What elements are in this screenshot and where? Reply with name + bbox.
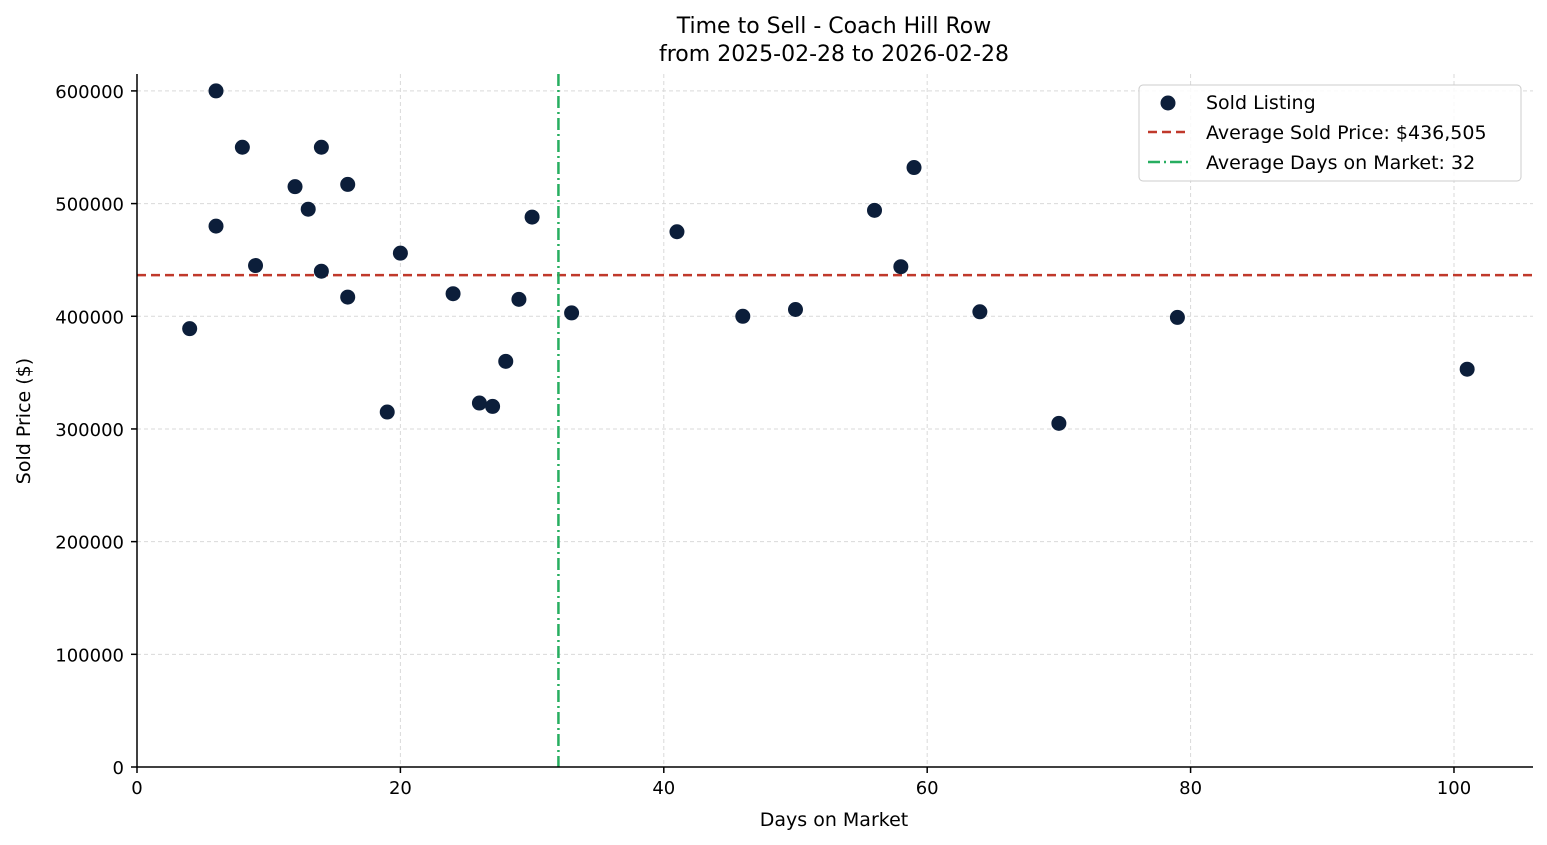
legend-label-average-price: Average Sold Price: $436,505: [1206, 122, 1487, 144]
x-tick-label: 0: [131, 778, 142, 799]
data-point: [208, 218, 224, 234]
axes: 0 20 40 60 80 100 0 100000 200000 300000 400000 500…: [55, 74, 1533, 799]
x-tick-label: 60: [916, 778, 939, 799]
data-point: [234, 139, 250, 155]
data-point: [511, 291, 527, 307]
data-point: [208, 83, 224, 99]
x-tick-label: 80: [1179, 778, 1202, 799]
data-point: [182, 321, 198, 337]
data-point: [471, 395, 487, 411]
data-point: [1169, 309, 1185, 325]
data-point: [669, 224, 685, 240]
y-tick-label: 200000: [55, 533, 124, 554]
data-point: [313, 139, 329, 155]
y-tick-label: 100000: [55, 645, 124, 666]
data-point: [498, 353, 514, 369]
data-point: [313, 263, 329, 279]
legend: Sold Listing Average Sold Price: $436,50…: [1138, 84, 1522, 182]
x-tick-label: 40: [652, 778, 675, 799]
data-point: [392, 245, 408, 261]
data-points: [182, 83, 1475, 431]
reference-lines: [137, 74, 1533, 767]
data-point: [1459, 361, 1475, 377]
data-point: [564, 305, 580, 321]
y-tick-label: 400000: [55, 307, 124, 328]
data-point: [248, 258, 264, 274]
data-point: [787, 302, 803, 318]
y-tick-label: 500000: [55, 195, 124, 216]
legend-marker-sold-listing: [1160, 95, 1176, 111]
legend-label-average-days: Average Days on Market: 32: [1206, 152, 1475, 174]
y-tick-label: 300000: [55, 420, 124, 441]
data-point: [340, 176, 356, 192]
y-tick-label: 0: [113, 758, 124, 779]
x-tick-label: 20: [389, 778, 412, 799]
legend-box: [1138, 84, 1522, 182]
data-point: [340, 289, 356, 305]
x-tick-label: 100: [1437, 778, 1471, 799]
data-point: [379, 404, 395, 420]
data-point: [485, 398, 501, 414]
y-axis-label: Sold Price ($): [13, 358, 35, 484]
data-point: [300, 201, 316, 217]
y-tick-label: 600000: [55, 82, 124, 103]
legend-label-sold-listing: Sold Listing: [1206, 92, 1316, 114]
data-point: [287, 179, 303, 195]
data-point: [893, 259, 909, 275]
data-point: [867, 202, 883, 218]
data-point: [445, 286, 461, 302]
data-point: [524, 209, 540, 225]
data-point: [1051, 415, 1067, 431]
chart-title: Time to Sell - Coach Hill Row: [676, 14, 992, 39]
data-point: [906, 160, 922, 176]
data-point: [972, 304, 988, 320]
x-axis-label: Days on Market: [760, 809, 908, 831]
chart-subtitle: from 2025-02-28 to 2026-02-28: [659, 42, 1009, 67]
data-point: [735, 308, 751, 324]
